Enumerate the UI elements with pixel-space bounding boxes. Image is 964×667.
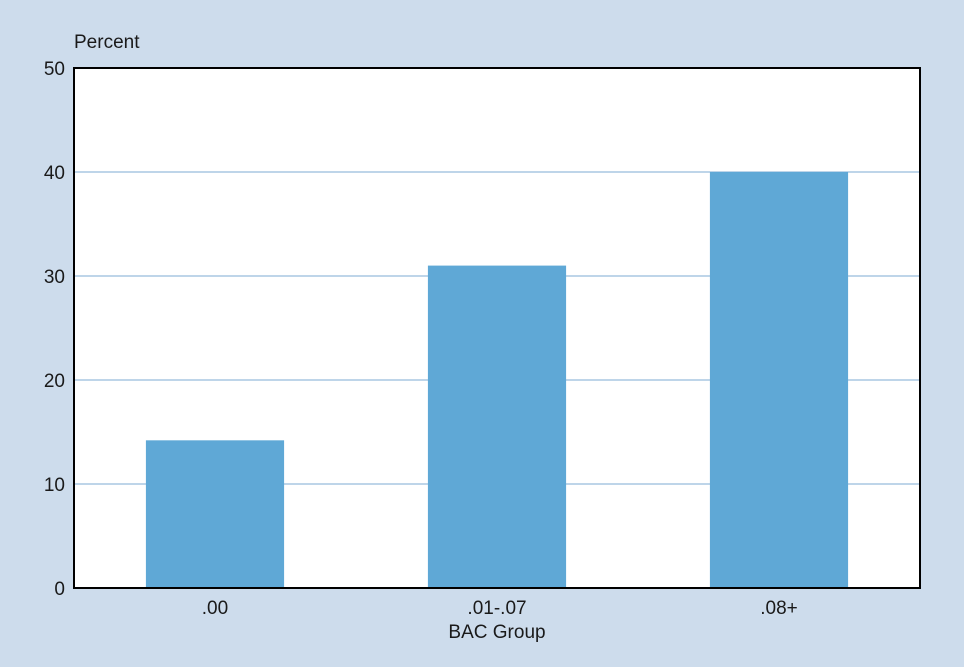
x-tick-label: .01-.07 [467, 598, 526, 619]
bar [145, 440, 285, 588]
plot-frame [73, 67, 921, 589]
x-tick-label: .00 [202, 598, 228, 619]
bar [427, 265, 567, 588]
x-axis-label: BAC Group [448, 622, 545, 643]
y-axis-label: Percent [74, 32, 140, 53]
y-tick-label: 20 [44, 371, 65, 392]
x-tick-label: .08+ [760, 598, 798, 619]
y-tick-label: 10 [44, 475, 65, 496]
y-tick-label: 30 [44, 267, 65, 288]
y-tick-label: 40 [44, 163, 65, 184]
y-tick-labels: 0 10 20 30 40 50 [44, 59, 65, 600]
bar [709, 172, 849, 588]
bars [145, 172, 849, 588]
x-tick-labels: .00 .01-.07 .08+ [202, 598, 798, 619]
y-tick-label: 50 [44, 59, 65, 80]
y-tick-label: 0 [54, 579, 65, 600]
